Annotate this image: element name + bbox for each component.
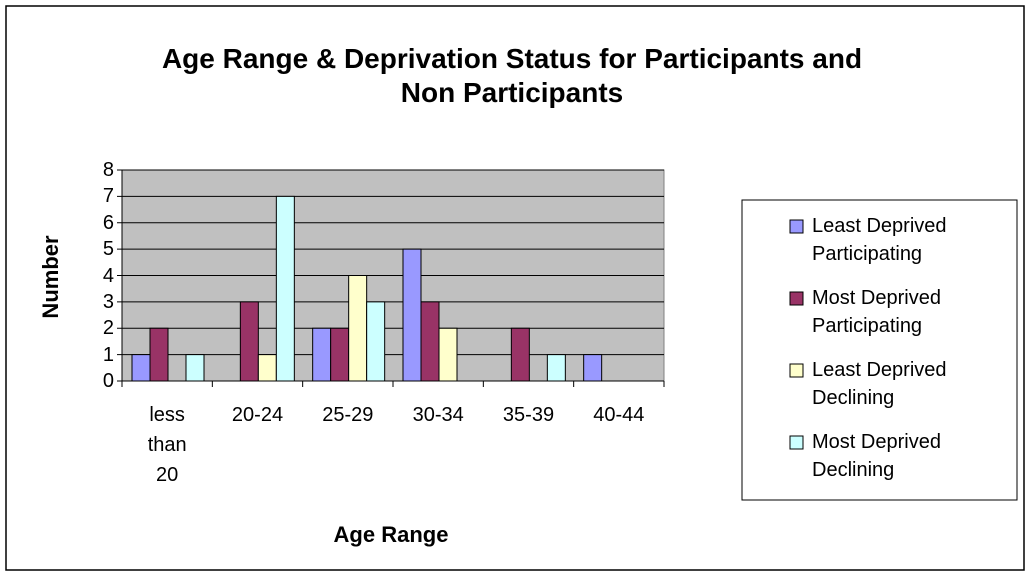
bar (131, 354, 151, 382)
legend-label: Least Deprived Participating (812, 215, 947, 265)
chart-title: Age Range & Deprivation Status for Parti… (161, 43, 863, 108)
y-tick-label: 4 (102, 264, 114, 287)
legend-swatch (789, 363, 804, 378)
legend-label: Most Deprived Declining (812, 431, 941, 481)
bar (257, 354, 277, 382)
bar (185, 354, 205, 382)
x-tick-label: 35-39 (502, 404, 555, 426)
legend-swatch (789, 291, 804, 306)
y-tick-label: 5 (102, 238, 114, 261)
bar (275, 195, 295, 382)
x-tick-label: 40-44 (593, 404, 645, 426)
bar (546, 354, 566, 382)
bar (312, 327, 332, 382)
bar (330, 327, 350, 382)
x-tick-label: 20-24 (231, 404, 284, 426)
bar (402, 248, 422, 382)
bar (239, 301, 259, 382)
bar (510, 327, 530, 382)
legend-swatch (789, 435, 804, 450)
y-tick-label: 3 (102, 290, 114, 313)
bar (420, 301, 440, 382)
x-tick-label: less than 20 (147, 404, 187, 486)
y-tick-label: 2 (102, 317, 114, 340)
y-tick-label: 8 (102, 159, 114, 181)
legend-box (741, 199, 1018, 501)
bar (149, 327, 169, 382)
y-axis-label: Number (38, 235, 63, 319)
y-tick-label: 1 (102, 343, 114, 366)
bar (366, 301, 386, 382)
legend-label: Least Deprived Declining (812, 359, 947, 409)
bar (348, 275, 368, 382)
bar (583, 354, 603, 382)
bar (438, 327, 458, 382)
legend-swatch (789, 219, 804, 234)
x-tick-label: 25-29 (322, 404, 374, 426)
y-tick-label: 7 (102, 185, 114, 208)
x-tick-label: 30-34 (412, 404, 464, 426)
x-axis-label: Age Range (333, 522, 449, 547)
legend-label: Most Deprived Participating (812, 287, 941, 337)
y-tick-label: 6 (102, 211, 114, 234)
y-tick-label: 0 (102, 370, 114, 392)
